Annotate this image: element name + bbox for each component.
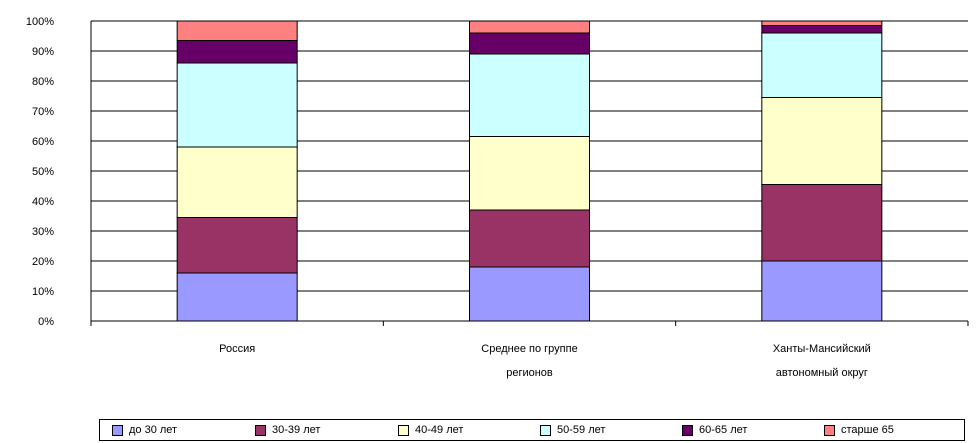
legend-swatch xyxy=(112,424,123,436)
bars xyxy=(176,20,883,322)
category-label: регионов xyxy=(506,367,553,379)
category-label: автономный округ xyxy=(776,367,868,379)
stacked-bar-chart: 0% 10% 20% 30% 40% 50% 60% 70% 80% 90% 100% Россия… xyxy=(26,16,969,379)
bar-segment xyxy=(469,53,590,137)
y-tick-label: 80% xyxy=(32,76,54,88)
y-tick-label: 100% xyxy=(26,16,54,28)
legend-label: 40-49 лет xyxy=(415,424,464,436)
legend-item: до 30 лет xyxy=(112,423,177,437)
bar-segment xyxy=(469,209,590,268)
legend-label: старше 65 xyxy=(841,424,894,436)
legend-swatch xyxy=(540,424,551,436)
legend-item: 60-65 лет xyxy=(682,423,747,437)
bar-segment xyxy=(761,184,883,262)
category-label: Среднее по группе xyxy=(481,343,577,355)
bar-segment xyxy=(469,20,590,34)
y-tick-label: 20% xyxy=(32,256,54,268)
y-tick-label: 60% xyxy=(32,136,54,148)
legend: до 30 лет 30-39 лет 40-49 лет 50-59 лет 60-6… xyxy=(99,419,965,441)
legend-swatch xyxy=(255,424,266,436)
legend-swatch xyxy=(398,424,409,436)
legend-label: 30-39 лет xyxy=(272,424,321,436)
legend-label: 60-65 лет xyxy=(699,424,748,436)
y-tick-label: 70% xyxy=(32,106,54,118)
bar-segment xyxy=(469,136,590,211)
bar-segment xyxy=(761,25,883,34)
y-tick-label: 30% xyxy=(32,226,54,238)
legend-item: старше 65 xyxy=(824,423,894,437)
bar-segment xyxy=(761,20,883,26)
x-axis-labels: Россия Среднее по группе регионов Ханты-Ман… xyxy=(219,343,871,379)
legend-item: 50-59 лет xyxy=(540,423,605,437)
legend-swatch xyxy=(824,424,835,436)
legend-label: до 30 лет xyxy=(129,424,178,436)
y-tick-label: 10% xyxy=(32,286,54,298)
bar-segment xyxy=(761,260,883,322)
bar-segment xyxy=(176,62,298,148)
y-tick-label: 90% xyxy=(32,46,54,58)
legend-item: 40-49 лет xyxy=(398,423,463,437)
bar-segment xyxy=(176,20,298,41)
bar-segment xyxy=(176,146,298,218)
bar-segment xyxy=(469,266,590,322)
legend-label: 50-59 лет xyxy=(557,424,606,436)
bar-segment xyxy=(761,32,883,98)
y-tick-label: 0% xyxy=(38,316,54,328)
bar-segment xyxy=(176,272,298,322)
category-label: Россия xyxy=(219,343,255,355)
bar-segment xyxy=(176,217,298,274)
y-tick-label: 50% xyxy=(32,166,54,178)
legend-swatch xyxy=(682,424,693,436)
bar-segment xyxy=(469,32,590,55)
bar-segment xyxy=(761,97,883,185)
category-label: Ханты-Мансийский xyxy=(773,343,871,355)
axes xyxy=(90,21,969,326)
legend-item: 30-39 лет xyxy=(255,423,320,437)
bar-segment xyxy=(176,40,298,64)
y-axis-ticks: 0% 10% 20% 30% 40% 50% 60% 70% 80% 90% 100% xyxy=(26,16,54,328)
y-tick-label: 40% xyxy=(32,196,54,208)
